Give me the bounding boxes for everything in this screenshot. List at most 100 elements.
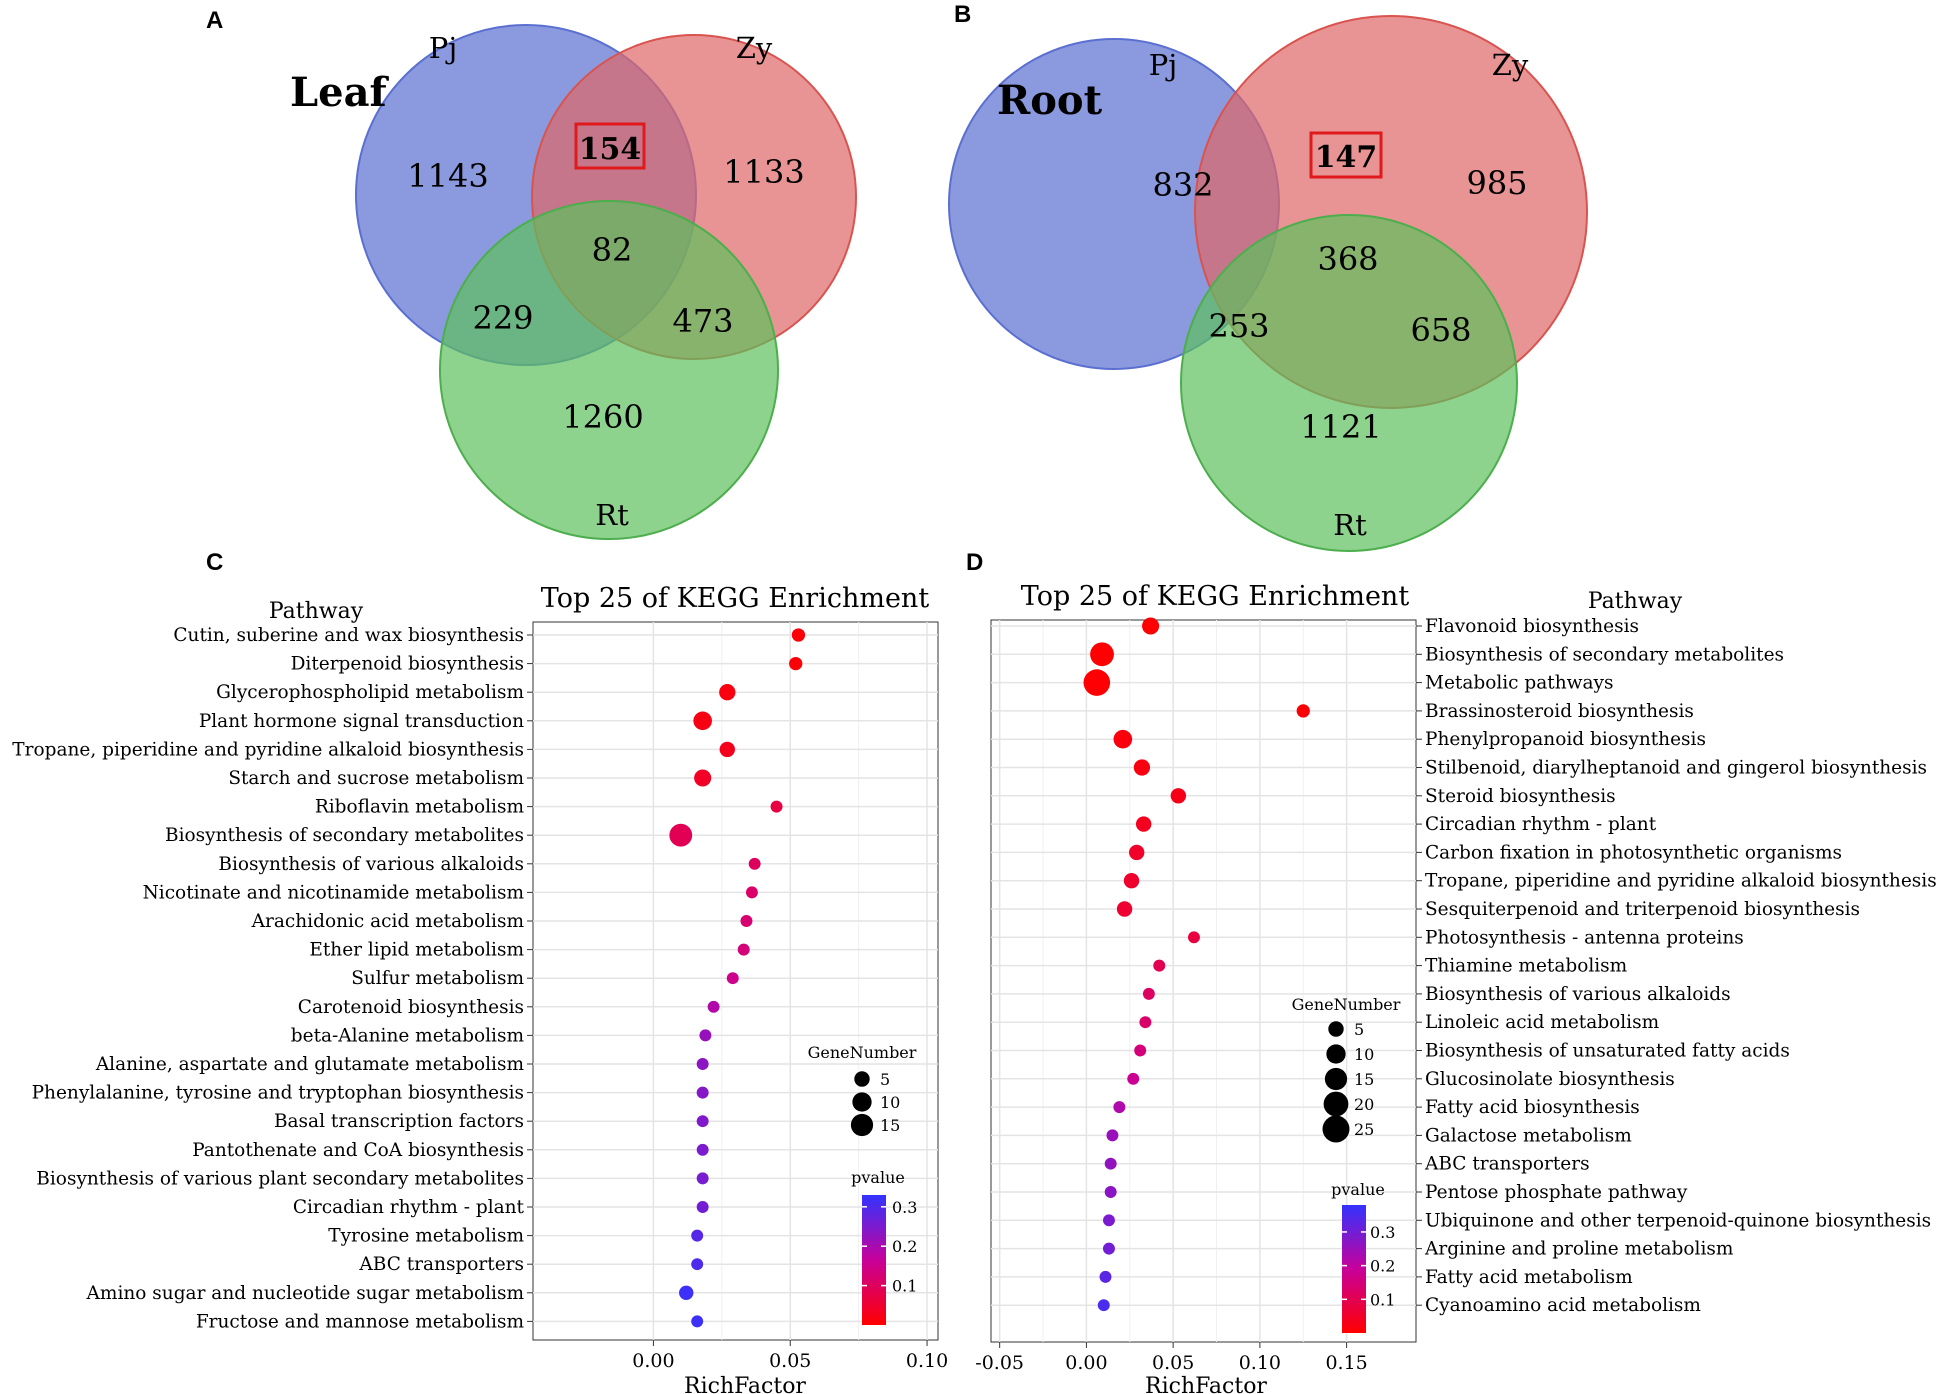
kegg-d-pathway-labels: Flavonoid biosynthesis Biosynthesis of se… (1424, 616, 1937, 1316)
data-point (789, 656, 803, 671)
venn-root-count-zy-only: 985 (1466, 164, 1527, 202)
color-legend-label: 0.2 (892, 1237, 917, 1256)
pathway-label: Starch and sucrose metabolism (228, 768, 524, 789)
data-point (1127, 1072, 1140, 1085)
size-legend-label: 10 (880, 1093, 900, 1112)
pathway-label: beta-Alanine metabolism (291, 1025, 525, 1046)
pathway-label: Pantothenate and CoA biosynthesis (192, 1140, 524, 1161)
venn-leaf: Leaf Pj Zy Rt 1143 1133 1260 154 82 229 … (290, 24, 857, 540)
color-legend-label: 0.3 (1370, 1223, 1395, 1242)
data-point (1099, 1270, 1112, 1283)
venn-root-count-all: 368 (1317, 240, 1378, 278)
kegg-d-points (1083, 617, 1310, 1312)
venn-root-title: Root (997, 77, 1103, 124)
pathway-label: Circadian rhythm - plant (293, 1197, 525, 1218)
venn-leaf-count-rt-only: 1260 (562, 398, 643, 436)
kegg-d-ticks: -0.05 0.00 0.05 0.10 0.15 (975, 625, 1422, 1374)
kegg-d-size-legend: GeneNumber 5 10 15 20 25 (1292, 995, 1401, 1143)
data-point (726, 972, 739, 985)
venn-leaf-title: Leaf (290, 69, 389, 116)
kegg-c-size-legend: GeneNumber 5 10 15 (808, 1043, 917, 1137)
pathway-label: Biosynthesis of various plant secondary … (36, 1168, 524, 1189)
venn-leaf-highlight-box (574, 122, 646, 170)
data-point (745, 886, 758, 899)
pathway-label: Stilbenoid, diarylheptanoid and gingerol… (1425, 758, 1927, 779)
pathway-label: Riboflavin metabolism (315, 797, 525, 818)
kegg-chart-d: -0.05 0.00 0.05 0.10 0.15 Flavonoid biosynth… (975, 581, 1936, 1394)
kegg-c-points (669, 628, 806, 1328)
size-legend-dot (852, 1092, 872, 1112)
data-point (1129, 844, 1145, 861)
pathway-label: ABC transporters (358, 1254, 524, 1275)
pathway-label: Pentose phosphate pathway (1425, 1182, 1688, 1203)
pathway-label: Arachidonic acid metabolism (251, 911, 525, 932)
venn-root-circle-rt (1180, 214, 1518, 552)
pathway-label: Plant hormone signal transduction (199, 711, 524, 732)
size-legend-dot (854, 1071, 870, 1087)
size-legend-label: 15 (1354, 1070, 1374, 1089)
venn-root-count-zy-rt: 658 (1410, 311, 1471, 349)
pathway-label: Fatty acid metabolism (1425, 1267, 1633, 1288)
size-legend-label: 15 (880, 1116, 900, 1135)
size-legend-dot (1322, 1115, 1350, 1143)
panel-letter-c: C (206, 549, 223, 576)
x-tick-label: -0.05 (975, 1352, 1024, 1374)
data-point (748, 857, 761, 870)
pathway-label: Carbon fixation in photosynthetic organi… (1425, 842, 1842, 863)
pathway-label: Linoleic acid metabolism (1425, 1012, 1660, 1033)
pathway-label: Steroid biosynthesis (1425, 786, 1616, 807)
pathway-label: ABC transporters (1424, 1154, 1590, 1175)
x-tick-label: 0.15 (1325, 1352, 1367, 1374)
data-point (696, 1201, 709, 1213)
kegg-d-color-legend-title: pvalue (1331, 1180, 1385, 1199)
pathway-label: Carotenoid biosynthesis (298, 997, 524, 1018)
data-point (696, 1172, 709, 1185)
pathway-label: Glycerophospholipid metabolism (216, 682, 524, 703)
venn-root-count-pj-zy: 147 (1315, 140, 1378, 175)
pathway-label: Tropane, piperidine and pyridine alkaloi… (1425, 871, 1937, 892)
data-point (1116, 901, 1133, 917)
pathway-label: Ubiquinone and other terpenoid-quinone b… (1425, 1210, 1931, 1231)
kegg-d-grid (991, 620, 1416, 1342)
kegg-d-size-legend-title: GeneNumber (1292, 995, 1401, 1014)
kegg-c-color-legend-title: pvalue (851, 1168, 905, 1187)
venn-root-count-pj-rt: 253 (1208, 307, 1269, 345)
venn-leaf-label-rt: Rt (595, 498, 629, 532)
venn-leaf-circle-rt (439, 200, 779, 540)
data-point (696, 1115, 709, 1128)
kegg-chart-c: 0.00 0.05 0.10 Cutin, suberine and wax bio… (12, 583, 948, 1394)
pathway-label: Thiamine metabolism (1425, 956, 1628, 977)
pathway-label: Tropane, piperidine and pyridine alkaloi… (12, 739, 524, 760)
pathway-label: Metabolic pathways (1425, 673, 1613, 694)
venn-leaf-count-all: 82 (592, 231, 633, 269)
color-legend-label: 0.1 (1370, 1290, 1395, 1309)
panel-letter-d: D (966, 549, 983, 576)
data-point (707, 1000, 720, 1013)
x-tick-label: 0.00 (1065, 1352, 1107, 1374)
data-point (791, 628, 806, 642)
size-legend-dot (1324, 1067, 1348, 1091)
pathway-label: Sesquiterpenoid and triterpenoid biosynt… (1425, 899, 1860, 920)
venn-leaf-count-zy-rt: 473 (672, 302, 733, 340)
data-point (719, 741, 735, 758)
data-point (1296, 704, 1310, 718)
size-legend-dot (850, 1113, 874, 1137)
venn-root: Root Pj Zy Rt 832 985 1121 147 368 253 6… (948, 15, 1588, 552)
data-point (1104, 1157, 1117, 1170)
pathway-label: Flavonoid biosynthesis (1425, 616, 1639, 637)
size-legend-dot (1328, 1021, 1344, 1037)
x-tick-label: 0.05 (1152, 1352, 1194, 1374)
size-legend-label: 5 (880, 1070, 890, 1089)
kegg-c-ticks: 0.00 0.05 0.10 (527, 634, 948, 1372)
venn-root-count-rt-only: 1121 (1300, 408, 1381, 446)
kegg-d-xlabel: RichFactor (1145, 1374, 1267, 1394)
data-point (1083, 669, 1111, 696)
venn-leaf-label-zy: Zy (736, 31, 773, 65)
pathway-label: Phenylalanine, tyrosine and tryptophan b… (32, 1083, 524, 1104)
data-point (1139, 1016, 1152, 1029)
venn-leaf-count-pj-zy: 154 (579, 132, 642, 167)
pathway-label: Biosynthesis of various alkaloids (218, 854, 524, 875)
x-tick-label: 0.10 (906, 1350, 948, 1372)
